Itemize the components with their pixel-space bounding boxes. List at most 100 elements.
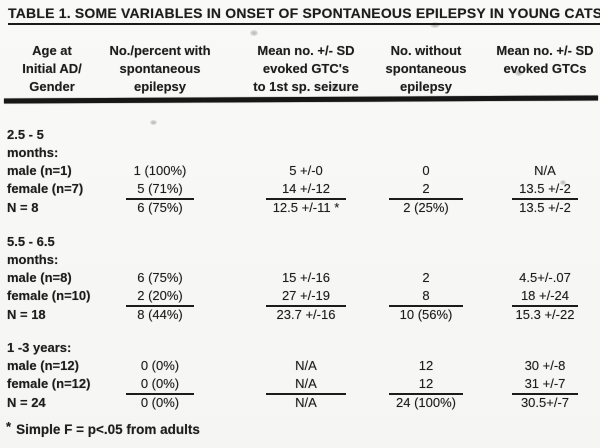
row-label: N = 18	[7, 307, 46, 322]
header-line: Gender	[29, 79, 75, 94]
footnote: * Simple F = p<.05 from adults	[6, 419, 200, 437]
underlined-value: 27 +/-19	[266, 287, 346, 307]
cell: 4.5+/-.07	[519, 270, 571, 285]
row-label: male (n=8)	[7, 270, 72, 285]
footnote-asterisk: *	[6, 419, 12, 434]
underlined-value: 8	[389, 287, 463, 307]
column-header-evoked-gtcs: Mean no. +/- SD evoked GTCs	[490, 42, 600, 78]
scan-noise	[330, 84, 339, 90]
header-line: spontaneous	[385, 61, 467, 76]
cell: N/A	[295, 395, 317, 410]
header-line: to 1st sp. seizure	[253, 79, 359, 94]
column-header-evoked-gtc-to-seizure: Mean no. +/- SD evoked GTC's to 1st sp. …	[236, 42, 376, 96]
age-group-label: 5.5 - 6.5	[7, 234, 55, 249]
footnote-text: Simple F = p<.05 from adults	[16, 422, 200, 437]
data-row-male: male (n=1) 1 (100%) 5 +/-0 0 N/A	[0, 162, 600, 180]
age-group-label: 2.5 - 5	[7, 127, 44, 142]
header-line: epilepsy	[399, 79, 453, 94]
age-group-label: months:	[7, 252, 59, 267]
section-age-row: months:	[0, 251, 600, 269]
row-label: male (n=1)	[7, 163, 72, 178]
cell: 14 +/-12	[236, 180, 376, 200]
underlined-value: 13.5 +/-2	[512, 180, 578, 200]
underlined-value: 2 (20%)	[126, 287, 194, 307]
cell: 24 (100%)	[396, 395, 456, 410]
header-line: Mean no. +/- SD	[257, 43, 355, 58]
row-label: female (n=10)	[7, 288, 91, 303]
data-row-total: N = 8 6 (75%) 12.5 +/-11 * 2 (25%) 13.5 …	[0, 199, 600, 217]
data-row-male: male (n=12) 0 (0%) N/A 12 30 +/-8	[0, 357, 600, 375]
header-line: evoked GTCs	[503, 61, 587, 76]
header-line: Age at	[32, 43, 72, 58]
cell: 10 (56%)	[399, 307, 453, 322]
cell: N/A	[236, 375, 376, 395]
header-line: Initial AD/	[22, 61, 82, 76]
cell: 30.5+/-7	[520, 395, 570, 410]
cell: 0 (0%)	[140, 358, 180, 373]
table-title: TABLE 1. SOME VARIABLES IN ONSET OF SPON…	[8, 5, 600, 25]
cell: 31 +/-7	[490, 375, 600, 395]
cell: 5 (71%)	[104, 180, 216, 200]
header-line: evoked GTC's	[262, 61, 350, 76]
cell: 23.7 +/-16	[276, 307, 336, 322]
cell: 1 (100%)	[133, 163, 187, 178]
cell: 2 (25%)	[403, 200, 449, 215]
scan-noise	[150, 120, 157, 125]
cell: 8	[374, 287, 478, 307]
cell: 2 (20%)	[104, 287, 216, 307]
scan-noise	[430, 22, 440, 28]
cell: 12	[374, 375, 478, 395]
age-group-label: months:	[7, 145, 59, 160]
data-row-total: N = 18 8 (44%) 23.7 +/-16 10 (56%) 15.3 …	[0, 306, 600, 324]
cell: 12.5 +/-11 *	[272, 200, 340, 215]
scan-noise	[560, 180, 566, 185]
section-age-row: 2.5 - 5	[0, 126, 600, 144]
underlined-value: 0 (0%)	[126, 375, 194, 395]
header-line: epilepsy	[133, 79, 187, 94]
cell: 30 +/-8	[524, 358, 566, 373]
section-age-row: months:	[0, 144, 600, 162]
cell: 0	[422, 163, 430, 178]
cell: 15.3 +/-22	[515, 307, 575, 322]
section-age-row: 1 -3 years:	[0, 339, 600, 357]
data-row-female: female (n=7) 5 (71%) 14 +/-12 2 13.5 +/-…	[0, 180, 600, 200]
underlined-value: 12	[389, 375, 463, 395]
cell: 6 (75%)	[137, 200, 183, 215]
underlined-value: 5 (71%)	[126, 180, 194, 200]
data-row-female: female (n=10) 2 (20%) 27 +/-19 8 18 +/-2…	[0, 287, 600, 307]
row-label: female (n=7)	[7, 181, 84, 196]
column-header-with-epilepsy: No./percent with spontaneous epilepsy	[104, 42, 216, 96]
row-label: female (n=12)	[7, 376, 91, 391]
underlined-value: 18 +/-24	[512, 287, 578, 307]
cell: 2	[422, 270, 430, 285]
row-label: N = 8	[7, 200, 39, 215]
header-line: spontaneous	[119, 61, 201, 76]
header-rule	[3, 95, 599, 104]
cell: N/A	[295, 358, 317, 373]
cell: 13.5 +/-2	[490, 180, 600, 200]
scan-noise	[250, 30, 258, 36]
cell: 2	[374, 180, 478, 200]
row-label: male (n=12)	[7, 358, 79, 373]
underlined-value: N/A	[266, 375, 346, 395]
scan-noise	[515, 70, 523, 76]
header-line: No. without	[390, 43, 462, 58]
column-header-without-epilepsy: No. without spontaneous epilepsy	[374, 42, 478, 96]
header-line: Mean no. +/- SD	[496, 43, 594, 58]
cell: 5 +/-0	[289, 163, 323, 178]
cell: 0 (0%)	[104, 375, 216, 395]
column-header-age-gender: Age at Initial AD/ Gender	[7, 42, 97, 96]
underlined-value: 14 +/-12	[266, 180, 346, 200]
cell: 18 +/-24	[490, 287, 600, 307]
age-group-label: 1 -3 years:	[7, 340, 72, 355]
data-row-female: female (n=12) 0 (0%) N/A 12 31 +/-7	[0, 375, 600, 395]
section-age-row: 5.5 - 6.5	[0, 233, 600, 251]
underlined-value: 2	[389, 180, 463, 200]
cell: 27 +/-19	[236, 287, 376, 307]
cell: 15 +/-16	[281, 270, 331, 285]
header-line: No./percent with	[109, 43, 211, 58]
cell: 13.5 +/-2	[519, 200, 571, 215]
cell: 8 (44%)	[137, 307, 183, 322]
cell: 6 (75%)	[137, 270, 183, 285]
